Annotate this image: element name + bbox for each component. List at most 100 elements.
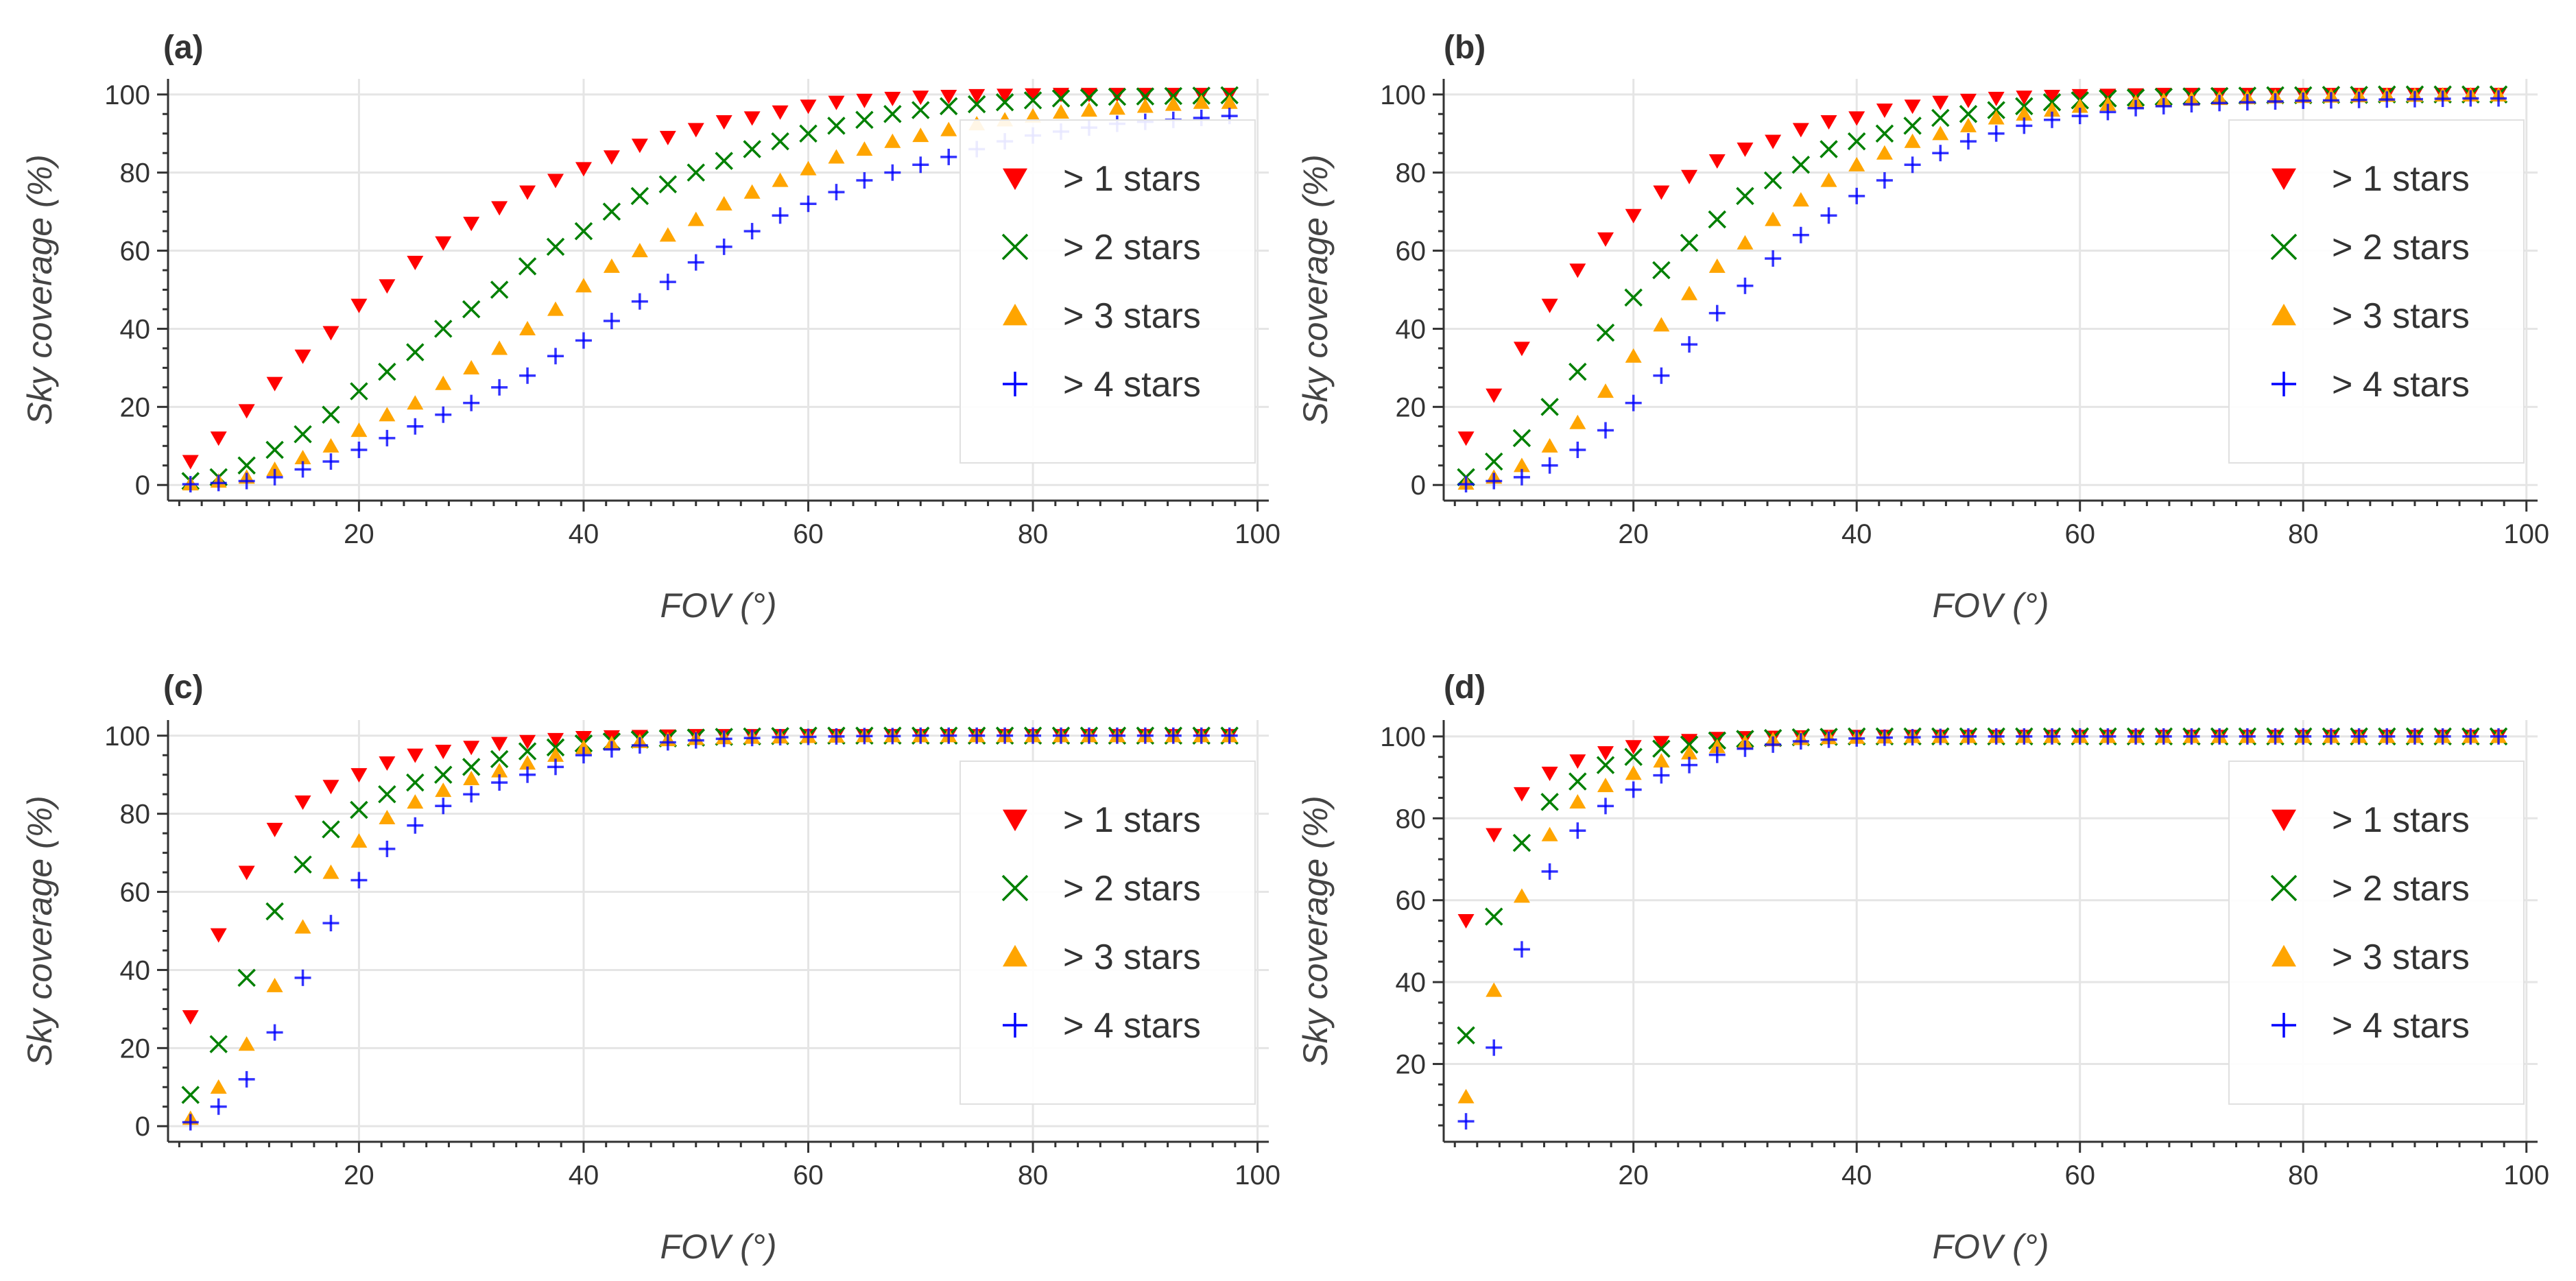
legend: > 1 stars > 2 stars > 3 stars > 4 stars xyxy=(959,119,1256,464)
legend-marker xyxy=(2271,1013,2296,1038)
data-point-stroke-b xyxy=(350,800,368,819)
data-point xyxy=(519,185,536,200)
data-point-stroke-b xyxy=(237,456,256,475)
y-tick-label: 40 xyxy=(1396,968,1427,998)
data-point xyxy=(1193,94,1210,109)
legend-label: > 1 stars xyxy=(1063,800,1201,840)
legend-marker xyxy=(2271,168,2296,191)
data-point xyxy=(828,184,845,201)
data-point xyxy=(210,475,227,492)
data-point xyxy=(407,256,424,271)
data-point-stroke-b xyxy=(1569,362,1587,381)
y-tick-label: 60 xyxy=(1396,886,1427,916)
data-point xyxy=(631,139,648,154)
data-point xyxy=(1875,124,1894,143)
data-point xyxy=(406,773,425,792)
data-point xyxy=(883,105,902,123)
data-point xyxy=(1820,140,1838,158)
data-point xyxy=(2127,99,2145,117)
data-point xyxy=(715,195,732,211)
data-point xyxy=(1597,232,1614,247)
data-point xyxy=(1596,756,1615,774)
data-point xyxy=(322,780,339,795)
data-point xyxy=(2099,104,2116,121)
data-point xyxy=(1023,91,1042,110)
legend-marker xyxy=(1003,372,1027,396)
data-point xyxy=(1988,728,2005,745)
data-point-stroke-b xyxy=(322,405,340,424)
data-point xyxy=(1959,117,1977,132)
data-point xyxy=(771,132,789,151)
data-point xyxy=(1625,740,1642,755)
data-point xyxy=(2016,728,2033,745)
data-point xyxy=(828,149,845,164)
data-point xyxy=(1653,736,1670,751)
legend-item: > 1 stars xyxy=(2271,800,2470,840)
data-point xyxy=(435,782,452,798)
data-point xyxy=(237,456,256,475)
data-point xyxy=(659,274,676,291)
legend-marker xyxy=(2271,372,2296,396)
data-point xyxy=(1485,907,1503,926)
data-point xyxy=(265,902,284,921)
legend-marker xyxy=(1001,874,1029,902)
data-point xyxy=(1625,208,1642,224)
y-tick-label: 40 xyxy=(1396,314,1427,344)
data-point xyxy=(407,817,424,834)
legend-marker xyxy=(1001,233,1029,261)
data-point xyxy=(2350,91,2368,108)
legend-marker-stroke-b xyxy=(2270,233,2298,261)
data-point xyxy=(575,747,592,764)
data-point xyxy=(2155,97,2172,115)
x-tick-label: 80 xyxy=(2288,1160,2319,1190)
data-point xyxy=(715,152,733,170)
x-tick-label: 40 xyxy=(569,1160,599,1190)
data-point xyxy=(1904,99,1921,115)
x-axis-label: FOV (°) xyxy=(1933,586,2049,625)
data-point xyxy=(1541,438,1558,453)
data-point xyxy=(2016,91,2033,106)
data-point-stroke-b xyxy=(995,93,1014,112)
data-point xyxy=(322,915,339,932)
data-point xyxy=(294,424,312,444)
data-point xyxy=(1652,261,1671,280)
data-point xyxy=(1680,233,1699,252)
data-point xyxy=(434,765,453,784)
data-point xyxy=(238,472,255,490)
data-point xyxy=(659,130,676,145)
data-point-stroke-b xyxy=(1596,756,1615,774)
data-point xyxy=(940,121,957,136)
data-point xyxy=(294,349,311,364)
data-point xyxy=(2490,90,2507,107)
data-point xyxy=(2071,98,2088,113)
data-point xyxy=(1959,728,1977,745)
data-point xyxy=(575,332,592,349)
data-point xyxy=(856,93,873,108)
data-point-stroke-b xyxy=(265,902,284,921)
data-point xyxy=(2044,90,2061,105)
data-point xyxy=(687,123,704,138)
data-point xyxy=(350,298,368,313)
legend-marker xyxy=(2271,809,2296,832)
data-point xyxy=(940,148,957,165)
data-point xyxy=(715,238,732,255)
data-point-stroke-b xyxy=(1791,156,1811,174)
data-point xyxy=(575,739,592,754)
data-point xyxy=(1569,822,1586,839)
data-point xyxy=(1904,729,1921,746)
data-point xyxy=(800,160,817,176)
data-point xyxy=(1681,734,1698,749)
data-point-stroke-b xyxy=(209,1035,228,1053)
data-point xyxy=(2378,91,2396,108)
y-tick-label: 20 xyxy=(120,392,151,422)
data-point xyxy=(1513,457,1530,472)
legend-marker xyxy=(2270,874,2298,902)
data-point-stroke-b xyxy=(1875,124,1894,143)
legend-label: > 1 stars xyxy=(2332,800,2470,840)
data-point xyxy=(519,766,536,783)
data-point xyxy=(659,734,676,751)
data-point xyxy=(856,728,873,745)
legend-marker xyxy=(1003,168,1027,191)
y-tick-label: 20 xyxy=(1396,392,1427,422)
